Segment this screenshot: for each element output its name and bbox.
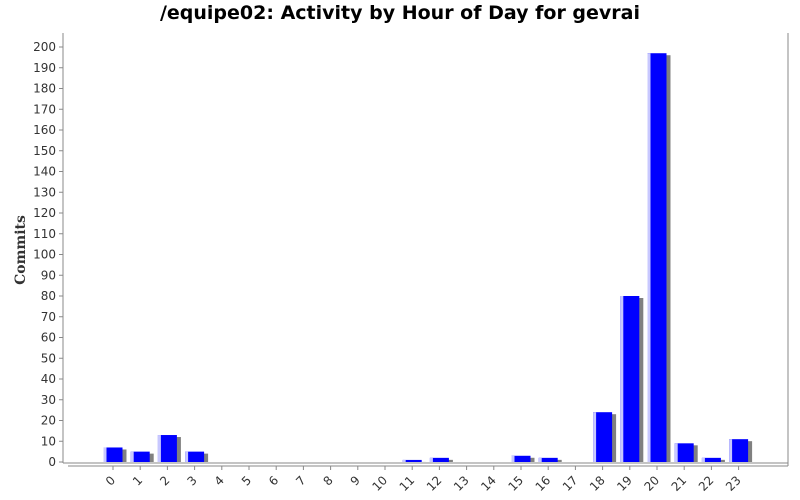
bar [185, 451, 205, 462]
y-tick-label: 40 [41, 372, 56, 386]
x-tick-label: 1 [130, 473, 145, 488]
y-tick-label: 60 [41, 331, 56, 345]
y-tick-label: 30 [41, 393, 56, 407]
y-tick-label: 10 [41, 434, 56, 448]
bar [701, 457, 721, 462]
y-tick-label: 130 [33, 185, 56, 199]
bar [103, 447, 123, 462]
y-tick-label: 170 [33, 102, 56, 116]
bar [511, 455, 531, 462]
x-tick-label: 5 [239, 473, 254, 488]
y-tick-label: 120 [33, 206, 56, 220]
bar [647, 53, 667, 462]
y-tick-label: 140 [33, 165, 56, 179]
bar [402, 459, 422, 462]
x-tick-label: 13 [451, 473, 472, 494]
bar [593, 412, 613, 462]
x-tick-label: 4 [212, 473, 227, 488]
y-axis-label: Commits [13, 215, 29, 285]
y-tick-label: 0 [48, 455, 56, 469]
y-tick-label: 50 [41, 351, 56, 365]
y-tick-label: 200 [33, 40, 56, 54]
bar-highlight [620, 296, 624, 462]
bar-highlight [157, 435, 161, 462]
bar [620, 296, 640, 462]
x-tick-label: 22 [696, 473, 717, 494]
bar-highlight [429, 457, 433, 462]
bar-highlight [511, 455, 515, 462]
y-tick-label: 70 [41, 310, 56, 324]
bar-highlight [185, 451, 189, 462]
bars [103, 53, 753, 462]
x-tick-label: 6 [266, 473, 281, 488]
x-tick-label: 14 [478, 473, 499, 494]
x-tick-label: 21 [669, 473, 690, 494]
y-tick-label: 80 [41, 289, 56, 303]
bar [729, 439, 749, 462]
bar-highlight [647, 53, 651, 462]
x-tick-label: 17 [560, 473, 581, 494]
x-tick-label: 12 [424, 473, 445, 494]
x-tick-label: 10 [369, 473, 390, 494]
y-tick-label: 100 [33, 248, 56, 262]
x-tick-label: 0 [103, 473, 118, 488]
bar-highlight [130, 451, 134, 462]
bar-highlight [402, 459, 406, 462]
x-tick-label: 7 [293, 473, 308, 488]
bar-highlight [674, 443, 678, 462]
y-tick-label: 180 [33, 82, 56, 96]
bar-highlight [103, 447, 107, 462]
x-tick-label: 23 [723, 473, 744, 494]
x-tick-label: 8 [320, 473, 335, 488]
x-axis: 0 1 2 3 4 5 6 7 8 9 10 11 12 13 14 15 16 17 18 19 20 21 22 23 [103, 466, 744, 494]
y-tick-label: 160 [33, 123, 56, 137]
x-tick-label: 20 [641, 473, 662, 494]
y-tick-label: 90 [41, 268, 56, 282]
x-tick-label: 11 [397, 473, 418, 494]
y-axis: 0 10 20 30 40 50 60 70 80 90 100 110 120 130 140 150 160… [33, 40, 63, 469]
bar-highlight [538, 457, 542, 462]
y-tick-label: 110 [33, 227, 56, 241]
bar-highlight [729, 439, 733, 462]
chart-title: /equipe02: Activity by Hour of Day for g… [159, 2, 641, 24]
x-tick-label: 19 [614, 473, 635, 494]
bar [429, 457, 449, 462]
bar-highlight [701, 457, 705, 462]
x-tick-label: 16 [533, 473, 554, 494]
x-tick-label: 3 [184, 473, 199, 488]
x-tick-label: 18 [587, 473, 608, 494]
x-tick-label: 2 [157, 473, 172, 488]
x-tick-label: 9 [348, 473, 363, 488]
y-tick-label: 150 [33, 144, 56, 158]
bar-highlight [593, 412, 597, 462]
y-tick-label: 190 [33, 61, 56, 75]
x-tick-label: 15 [505, 473, 526, 494]
plot-frame [62, 33, 789, 467]
y-tick-label: 20 [41, 414, 56, 428]
bar [130, 451, 150, 462]
bar [538, 457, 558, 462]
bar [157, 435, 177, 462]
bar [674, 443, 694, 462]
